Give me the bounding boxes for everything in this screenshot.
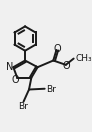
Text: CH₃: CH₃	[75, 54, 92, 63]
Text: N: N	[6, 62, 14, 72]
Text: O: O	[53, 44, 61, 54]
Text: O: O	[62, 61, 70, 71]
Text: O: O	[12, 75, 19, 85]
Text: Br: Br	[18, 102, 28, 111]
Text: Br: Br	[46, 85, 56, 94]
